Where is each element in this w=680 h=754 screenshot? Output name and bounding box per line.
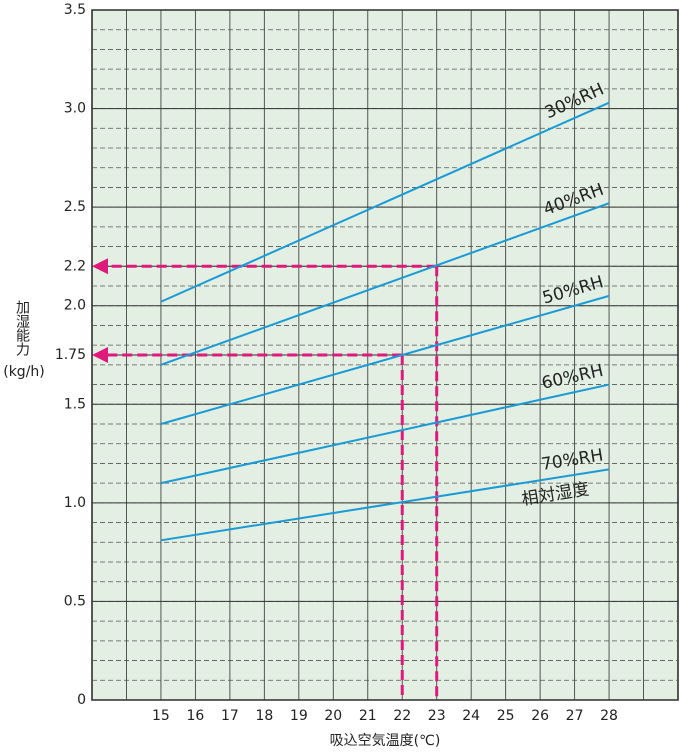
x-tick-label: 15 (152, 708, 170, 724)
y-tick-label: 0.5 (64, 593, 86, 609)
x-tick-label: 23 (428, 708, 446, 724)
x-tick-label: 27 (566, 708, 584, 724)
x-tick-label: 28 (600, 708, 618, 724)
reference-arrow (92, 258, 108, 275)
y-tick-label: 3.5 (64, 2, 86, 18)
y-tick-label: 0 (77, 692, 86, 708)
y-tick-label: 1.5 (64, 396, 86, 412)
series-line (160, 202, 610, 366)
x-tick-label: 17 (221, 708, 239, 724)
y-axis-unit: (kg/h) (3, 364, 45, 380)
y-tick-label: 2.5 (64, 199, 86, 215)
y-tick-label: 1.75 (55, 347, 86, 363)
series-line (160, 468, 610, 542)
x-tick-label: 24 (462, 708, 480, 724)
x-tick-label: 18 (255, 708, 273, 724)
x-axis-label: 吸込空気温度(℃) (330, 733, 441, 749)
x-tick-label: 25 (497, 708, 515, 724)
series-line (160, 294, 610, 425)
series-line (160, 101, 610, 303)
y-tick-label: 3.0 (64, 101, 86, 117)
y-tick-label: 2.0 (64, 298, 86, 314)
x-tick-label: 26 (531, 708, 549, 724)
y-tick-label: 2.2 (64, 258, 86, 274)
x-tick-label: 16 (186, 708, 204, 724)
x-tick-label: 22 (393, 708, 411, 724)
series-line (160, 383, 610, 485)
y-tick-label: 1.0 (64, 495, 86, 511)
x-tick-label: 20 (324, 708, 342, 724)
x-tick-label: 19 (290, 708, 308, 724)
reference-arrow (92, 347, 108, 363)
y-axis-label: 加湿能力 (14, 300, 30, 357)
x-tick-label: 21 (359, 708, 377, 724)
